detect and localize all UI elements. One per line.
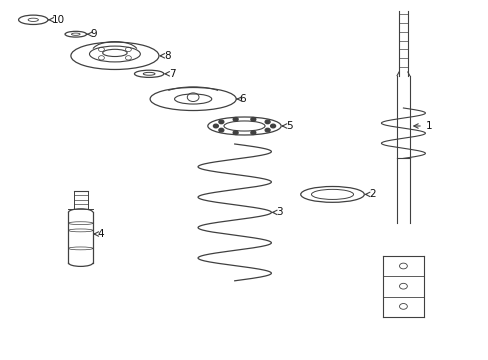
- Circle shape: [233, 117, 238, 121]
- Circle shape: [250, 131, 255, 135]
- Text: 5: 5: [285, 121, 292, 131]
- Circle shape: [213, 124, 218, 128]
- Circle shape: [270, 124, 275, 128]
- Circle shape: [233, 131, 238, 135]
- Text: 3: 3: [276, 207, 283, 217]
- Circle shape: [264, 128, 269, 132]
- Circle shape: [219, 128, 224, 132]
- Text: 8: 8: [163, 51, 170, 61]
- Text: 10: 10: [51, 15, 64, 25]
- Text: 2: 2: [368, 189, 375, 199]
- Circle shape: [264, 120, 269, 124]
- Text: 6: 6: [239, 94, 246, 104]
- Text: 1: 1: [425, 121, 431, 131]
- Circle shape: [250, 117, 255, 121]
- Text: 7: 7: [168, 69, 175, 79]
- Text: 4: 4: [98, 229, 104, 239]
- Text: 9: 9: [90, 29, 97, 39]
- Circle shape: [219, 120, 224, 124]
